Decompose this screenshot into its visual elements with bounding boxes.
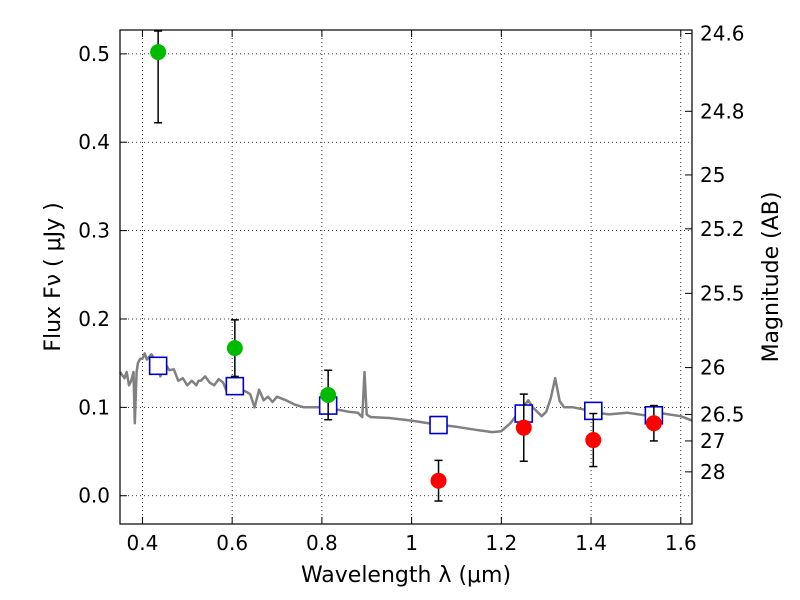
y-tick-label: 0.0	[78, 484, 110, 508]
plot-background	[120, 30, 692, 524]
model-band-square	[429, 415, 448, 435]
right-axis-title: Magnitude (AB)	[759, 192, 784, 363]
right-tick-label: 26.5	[700, 402, 745, 426]
model-band-layer	[148, 356, 664, 435]
right-tick-label: 24.8	[700, 99, 745, 123]
tick-layer: 0.4 0.6 0.8 1 1.2 1.4 1.6 0.0 0.1 0.2 0.3 0.4 0.5 24.…	[78, 22, 744, 555]
right-tick-label: 27	[700, 429, 725, 453]
red-detection-point	[645, 415, 662, 432]
right-tick-label: 25.5	[700, 281, 745, 305]
model-band-square	[225, 376, 245, 396]
x-tick-label: 1.4	[575, 531, 607, 555]
y-tick-label: 0.4	[78, 130, 110, 154]
y-axis-title: Flux Fν ( μJy )	[41, 202, 66, 351]
x-axis-title: Wavelength λ (μm)	[301, 563, 511, 588]
green-detection-point	[226, 340, 243, 357]
y-tick-label: 0.5	[78, 42, 110, 66]
x-tick-label: 1.6	[665, 531, 697, 555]
x-tick-label: 1	[405, 531, 418, 555]
green-detection-point	[320, 386, 337, 403]
right-tick-label: 26	[700, 356, 725, 380]
y-tick-label: 0.2	[78, 307, 110, 331]
red-detection-point	[585, 432, 602, 449]
right-tick-label: 25	[700, 163, 725, 187]
plot-frame	[119, 29, 693, 525]
red-detection-point	[430, 472, 447, 489]
y-tick-label: 0.1	[78, 395, 110, 419]
x-tick-label: 1.2	[485, 531, 517, 555]
x-tick-label: 0.4	[127, 531, 159, 555]
x-tick-label: 0.6	[216, 531, 248, 555]
detection-points-layer	[150, 44, 662, 489]
green-detection-point	[150, 44, 167, 61]
model-band-square	[148, 356, 168, 376]
right-tick-label: 25.2	[700, 217, 745, 241]
y-tick-label: 0.3	[78, 219, 110, 243]
right-tick-label: 24.6	[700, 22, 745, 46]
right-tick-label: 28	[700, 460, 725, 484]
red-detection-point	[515, 419, 532, 436]
x-tick-label: 0.8	[306, 531, 338, 555]
